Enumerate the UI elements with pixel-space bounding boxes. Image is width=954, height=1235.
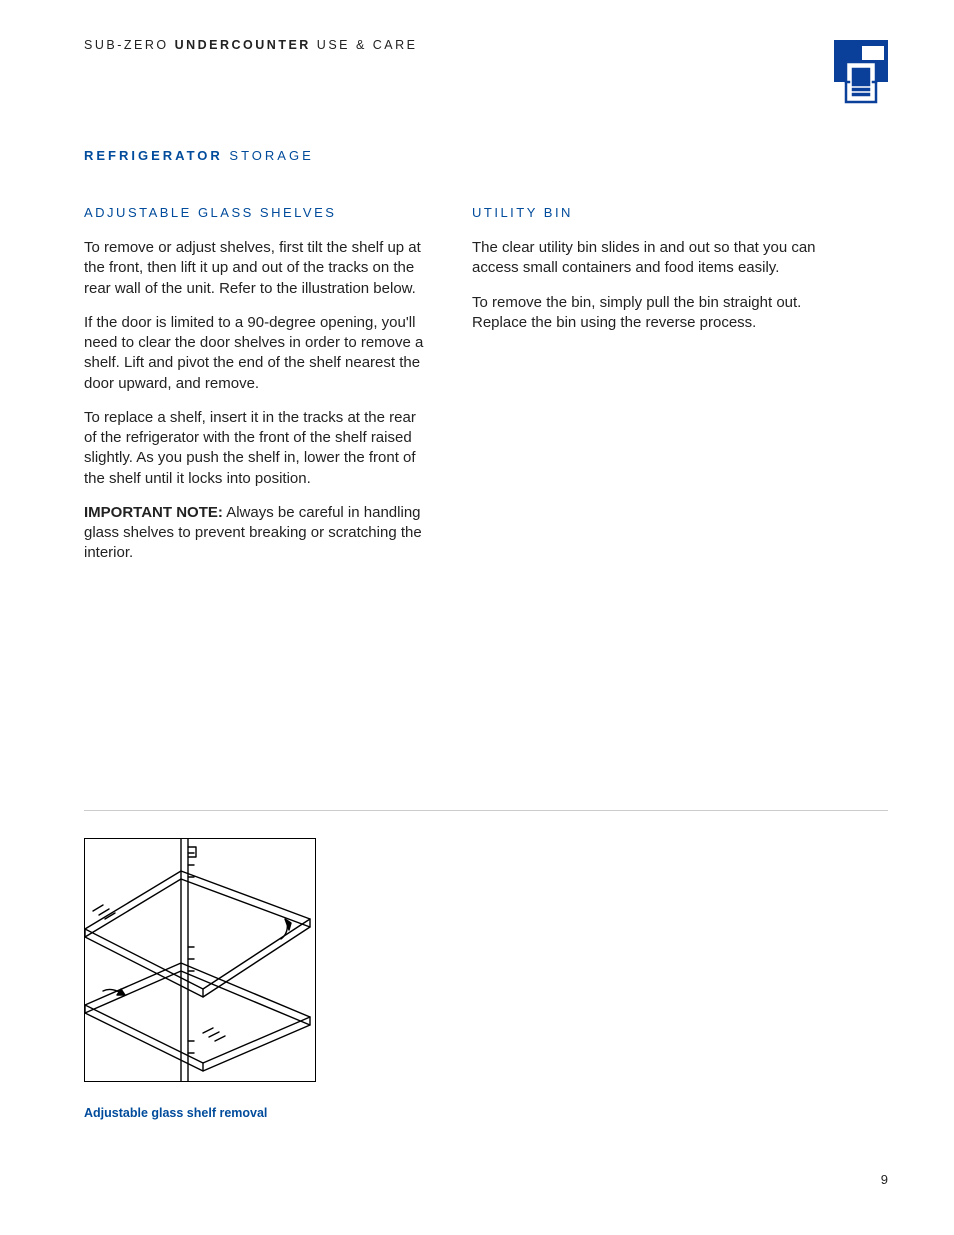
left-paragraph-3: To replace a shelf, insert it in the tra… [84,408,432,489]
horizontal-divider [84,810,888,811]
left-paragraph-1: To remove or adjust shelves, first tilt … [84,238,432,299]
content-columns: ADJUSTABLE GLASS SHELVES To remove or ad… [84,205,888,578]
left-column: ADJUSTABLE GLASS SHELVES To remove or ad… [84,205,432,578]
running-header: SUB-ZERO UNDERCOUNTER USE & CARE [84,38,888,52]
right-paragraph-1: The clear utility bin slides in and out … [472,238,820,279]
figure: Adjustable glass shelf removal [84,838,316,1120]
important-note-label: IMPORTANT NOTE: [84,504,223,521]
figure-illustration [84,838,316,1082]
left-paragraph-2: If the door is limited to a 90-degree op… [84,313,432,394]
left-subhead: ADJUSTABLE GLASS SHELVES [84,205,432,220]
section-title-rest: STORAGE [223,148,314,163]
brand-logo-icon [834,40,888,106]
running-header-bold: UNDERCOUNTER [175,38,311,52]
right-column: UTILITY BIN The clear utility bin slides… [472,205,820,578]
section-title: REFRIGERATOR STORAGE [84,148,888,163]
left-paragraph-4: IMPORTANT NOTE: Always be careful in han… [84,503,432,564]
running-header-suffix: USE & CARE [311,38,418,52]
right-subhead: UTILITY BIN [472,205,820,220]
section-title-bold: REFRIGERATOR [84,148,223,163]
running-header-prefix: SUB-ZERO [84,38,175,52]
right-paragraph-2: To remove the bin, simply pull the bin s… [472,293,820,334]
page-number: 9 [881,1172,888,1187]
figure-caption: Adjustable glass shelf removal [84,1106,316,1120]
